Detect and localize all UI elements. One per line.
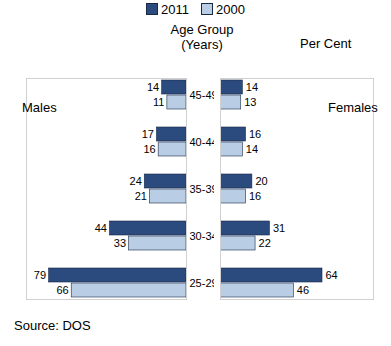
svg-text:44: 44 — [95, 222, 107, 234]
svg-text:40-44: 40-44 — [190, 136, 215, 148]
svg-text:16: 16 — [249, 190, 261, 202]
svg-text:17: 17 — [142, 128, 154, 140]
svg-text:35-39: 35-39 — [190, 183, 215, 195]
html-text:2000: 2000 — [216, 2, 245, 17]
svg-text:31: 31 — [273, 222, 285, 234]
svg-text:79: 79 — [34, 269, 46, 281]
svg-text:16: 16 — [249, 128, 261, 140]
svg-text:33: 33 — [114, 237, 126, 249]
svg-text:11: 11 — [153, 96, 164, 108]
svg-text:46: 46 — [297, 284, 309, 296]
svg-text:45-49: 45-49 — [190, 89, 215, 101]
html-text:Per Cent: Per Cent — [300, 36, 352, 51]
svg-text:22: 22 — [259, 237, 271, 249]
svg-text:16: 16 — [143, 143, 155, 155]
svg-text:21: 21 — [135, 190, 147, 202]
html-text:Age Group (Years): Age Group (Years) — [170, 22, 234, 52]
html-text:Source: DOS: Source: DOS — [14, 318, 91, 333]
svg-text:25-29: 25-29 — [190, 277, 215, 289]
html-text:Males: Males — [22, 100, 57, 115]
html-text:2011: 2011 — [161, 2, 189, 17]
svg-text:24: 24 — [130, 175, 142, 187]
svg-text:14: 14 — [246, 143, 258, 155]
svg-text:66: 66 — [56, 284, 68, 296]
svg-text:13: 13 — [244, 96, 256, 108]
svg-text:30-34: 30-34 — [190, 230, 215, 242]
svg-text:14: 14 — [147, 81, 159, 93]
svg-text:20: 20 — [255, 175, 267, 187]
svg-text:14: 14 — [246, 81, 258, 93]
html-text:Females: Females — [328, 100, 378, 115]
svg-text:64: 64 — [326, 269, 338, 281]
